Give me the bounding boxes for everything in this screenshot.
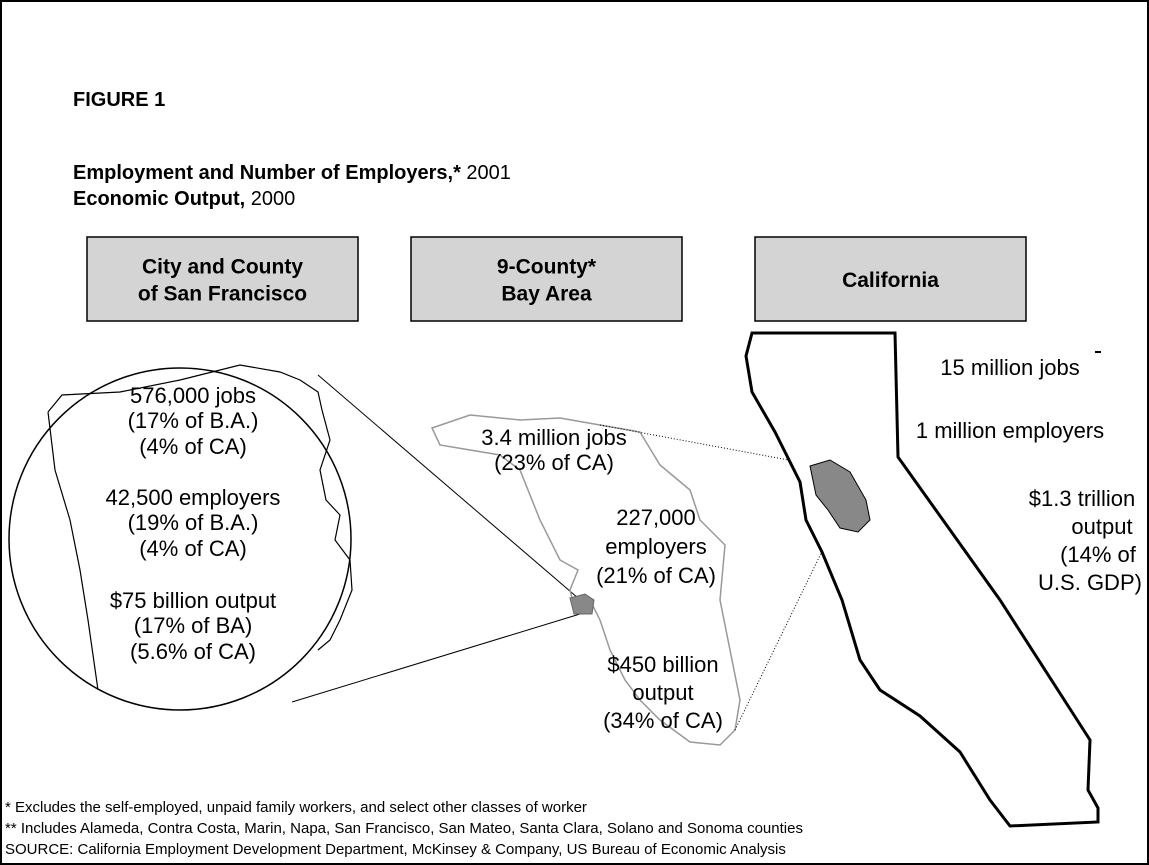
zoom-line	[291, 613, 581, 703]
california-stat: (14% of	[1060, 542, 1137, 567]
header-text: Bay Area	[501, 283, 592, 306]
sf-stat: (5.6% of CA)	[130, 639, 256, 664]
figure-label: FIGURE 1	[73, 89, 165, 111]
zoom-line	[599, 424, 827, 468]
bay-area-stat: output	[632, 680, 693, 705]
bay-area-stat: (21% of CA)	[596, 563, 716, 588]
footnote: ** Includes Alameda, Contra Costa, Marin…	[5, 820, 803, 837]
sf-stat: (4% of CA)	[139, 434, 247, 459]
bay-area-stat: 227,000	[616, 505, 696, 530]
sf-stat: (4% of CA)	[139, 536, 247, 561]
sf-stat: (17% of BA)	[134, 613, 253, 638]
footnote: SOURCE: California Employment Developmen…	[5, 841, 786, 858]
california-stat: $1.3 trillion	[1029, 486, 1135, 511]
california-stat: 1 million employers	[916, 418, 1104, 443]
zoom-line	[317, 374, 579, 599]
header-text: 9-County*	[497, 256, 597, 279]
header-box	[86, 236, 359, 322]
header-text: City and County	[142, 256, 303, 279]
california-map	[744, 331, 1100, 828]
bay-area-stat: (23% of CA)	[494, 450, 614, 475]
bay-area-stat: (34% of CA)	[603, 708, 723, 733]
sf-stat: 576,000 jobs	[130, 383, 256, 408]
sf-map	[569, 593, 595, 615]
bay-area-stat: employers	[605, 534, 706, 559]
title-bold: Employment and Number of Employers,*	[73, 162, 461, 184]
coastline	[47, 364, 353, 691]
header-box	[754, 236, 1027, 322]
header-text: of San Francisco	[138, 283, 307, 306]
header-text: California	[842, 269, 939, 292]
sf-stat: $75 billion output	[110, 588, 276, 613]
california-stat: 15 million jobs	[940, 355, 1079, 380]
footnote: * Excludes the self-employed, unpaid fam…	[5, 799, 587, 816]
title-line: Economic Output, 2000	[73, 188, 295, 210]
california-stat: U.S. GDP)	[1038, 570, 1142, 595]
bay-area-stat: 3.4 million jobs	[481, 425, 627, 450]
title-normal: 2000	[245, 188, 295, 210]
title-line: Employment and Number of Employers,* 200…	[73, 162, 511, 184]
sf-stat: (19% of B.A.)	[128, 510, 259, 535]
bay-area-map	[430, 414, 741, 746]
header-box	[410, 236, 683, 322]
title-normal: 2001	[461, 162, 511, 184]
bay-area-stat: $450 billion	[607, 652, 718, 677]
california-stat: output	[1071, 514, 1132, 539]
title-bold: Economic Output,	[73, 188, 245, 210]
sf-stat: 42,500 employers	[106, 485, 281, 510]
zoom-circle	[8, 367, 352, 711]
sf-stat: (17% of B.A.)	[128, 408, 259, 433]
bay-area-in-ca	[809, 459, 871, 533]
zoom-line	[734, 534, 831, 731]
